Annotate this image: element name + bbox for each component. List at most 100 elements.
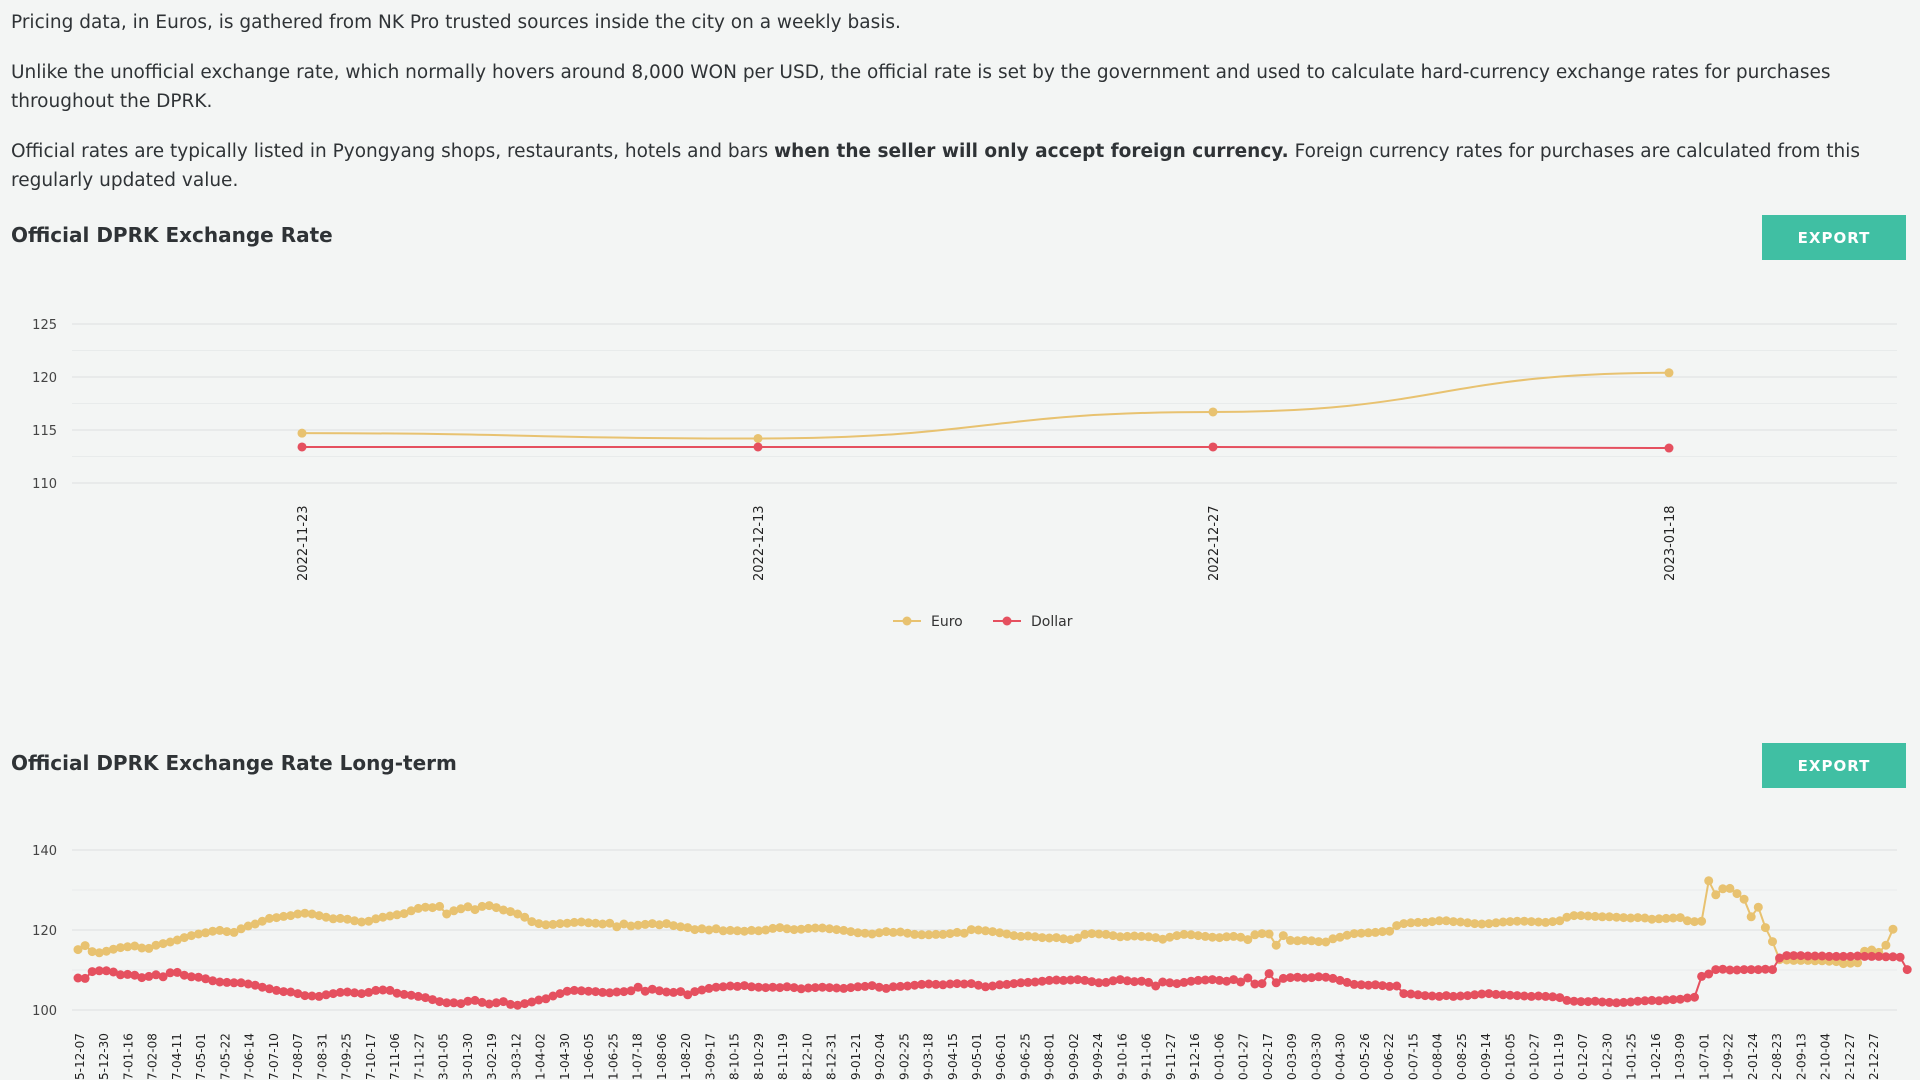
- series-line-dollar: [301, 445, 1670, 450]
- data-point-euro: [1682, 916, 1692, 926]
- data-point-dollar: [1874, 951, 1884, 961]
- data-point-dollar: [825, 983, 834, 993]
- data-point-dollar: [924, 979, 934, 989]
- data-point-dollar: [1200, 975, 1210, 985]
- data-point-dollar: [250, 980, 260, 990]
- data-point-dollar: [1810, 951, 1820, 961]
- data-point-dollar: [520, 999, 530, 1009]
- data-point-euro: [1888, 924, 1898, 934]
- data-point-euro: [194, 929, 203, 939]
- x-tick-label: 5-12-30: [97, 1033, 111, 1080]
- data-point-dollar: [1370, 980, 1380, 990]
- data-point-dollar: [371, 985, 381, 995]
- data-point-dollar: [1519, 991, 1529, 1001]
- data-point-euro: [1200, 931, 1210, 941]
- data-point-dollar: [775, 983, 785, 993]
- y-tick-label: 125: [32, 318, 57, 333]
- data-point-euro: [1222, 932, 1232, 942]
- data-point-dollar: [640, 986, 650, 996]
- data-point-dollar: [662, 987, 671, 997]
- data-point-euro: [753, 433, 763, 443]
- x-tick-label: 7-09-25: [340, 1033, 354, 1080]
- data-point-dollar: [1378, 981, 1387, 991]
- data-point-dollar: [116, 970, 125, 980]
- data-point-dollar: [137, 973, 147, 983]
- data-point-euro: [1548, 917, 1558, 927]
- data-point-euro: [895, 927, 905, 937]
- data-point-dollar: [357, 989, 367, 999]
- data-point-euro: [1101, 929, 1111, 939]
- data-point-dollar: [1016, 978, 1026, 988]
- data-point-dollar: [428, 995, 437, 1005]
- data-point-dollar: [1222, 976, 1232, 986]
- data-point-dollar: [747, 982, 756, 992]
- x-tick-label: 1-09-22: [1722, 1033, 1736, 1080]
- data-point-euro: [966, 925, 976, 935]
- data-point-dollar: [853, 982, 863, 992]
- x-tick-label: 0-06-22: [1382, 1033, 1396, 1080]
- data-point-dollar: [328, 989, 338, 999]
- data-point-dollar: [1704, 969, 1714, 979]
- x-tick-label: 8-10-29: [752, 1033, 766, 1080]
- data-point-dollar: [123, 969, 133, 979]
- data-point-dollar: [1604, 997, 1614, 1007]
- data-point-dollar: [321, 990, 331, 1000]
- data-point-euro: [1519, 916, 1529, 926]
- data-point-dollar: [1725, 965, 1735, 975]
- data-point-euro: [1073, 933, 1083, 943]
- data-point-dollar: [1512, 991, 1522, 1001]
- data-point-euro: [584, 918, 593, 928]
- data-point-dollar: [1392, 981, 1402, 991]
- export-button-short[interactable]: EXPORT: [1762, 215, 1906, 260]
- data-point-euro: [1094, 929, 1104, 939]
- x-tick-label: 0-11-19: [1552, 1033, 1566, 1080]
- data-point-euro: [264, 913, 274, 923]
- data-point-euro: [1370, 927, 1380, 937]
- data-point-dollar: [576, 986, 586, 996]
- data-point-euro: [342, 914, 352, 924]
- data-point-dollar: [1151, 981, 1161, 991]
- data-point-dollar: [1215, 975, 1224, 985]
- data-point-euro: [676, 922, 686, 932]
- data-point-euro: [1441, 916, 1451, 926]
- data-point-euro: [1037, 933, 1047, 943]
- data-point-dollar: [676, 987, 686, 997]
- data-point-euro: [1668, 913, 1678, 923]
- data-point-euro: [725, 925, 735, 935]
- data-point-euro: [272, 913, 281, 923]
- x-tick-label: 9-05-01: [970, 1033, 984, 1080]
- x-tick-label: 0-08-25: [1455, 1033, 1469, 1080]
- y-tick-label: 100: [32, 1004, 57, 1019]
- data-point-dollar: [243, 979, 253, 989]
- data-point-euro: [619, 919, 629, 929]
- data-point-euro: [1647, 914, 1657, 924]
- data-point-dollar: [1165, 978, 1175, 988]
- data-point-dollar: [881, 983, 891, 993]
- data-point-euro: [463, 902, 473, 912]
- data-point-euro: [924, 930, 934, 940]
- data-point-euro: [1760, 923, 1770, 933]
- x-tick-label: 7-01-16: [122, 1033, 136, 1080]
- data-point-dollar: [1860, 951, 1870, 961]
- data-point-dollar: [87, 967, 97, 977]
- data-point-dollar: [1420, 991, 1430, 1001]
- x-tick-label: 7-05-22: [219, 1033, 233, 1080]
- data-point-euro: [874, 928, 884, 938]
- data-point-dollar: [1640, 996, 1650, 1006]
- data-point-euro: [988, 927, 998, 937]
- data-point-euro: [1264, 929, 1274, 939]
- x-tick-label: 0-01-27: [1237, 1033, 1251, 1080]
- data-point-euro: [1555, 916, 1565, 926]
- data-point-dollar: [1711, 965, 1721, 975]
- data-point-dollar: [1590, 996, 1600, 1006]
- export-button-long[interactable]: EXPORT: [1762, 743, 1906, 788]
- data-point-euro: [1664, 368, 1674, 378]
- data-point-euro: [817, 923, 827, 933]
- x-tick-label: 7-04-11: [170, 1033, 184, 1080]
- data-point-euro: [1385, 926, 1395, 936]
- data-point-dollar: [903, 981, 912, 991]
- data-point-dollar: [1902, 965, 1912, 975]
- data-point-dollar: [1009, 979, 1019, 989]
- data-point-dollar: [1030, 977, 1040, 987]
- data-point-euro: [101, 946, 111, 956]
